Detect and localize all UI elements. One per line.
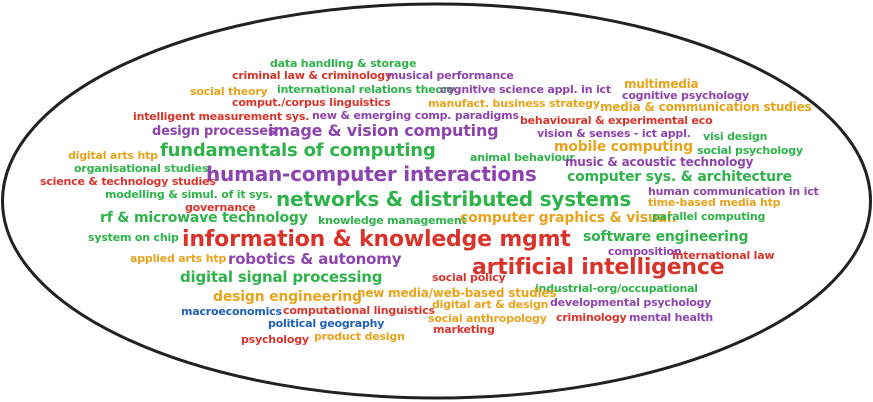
word-organisational-studies: organisational studies [74, 162, 209, 175]
word-rf-microwave-technology: rf & microwave technology [100, 210, 308, 226]
word-human-computer-interactions: human-computer interactions [206, 162, 537, 186]
word-modelling-simul-of-it-sys: modelling & simul. of it sys. [105, 188, 273, 201]
word-music-acoustic-technology: music & acoustic technology [565, 155, 754, 169]
word-artificial-intelligence: artificial intelligence [472, 255, 725, 280]
word-animal-behaviour: animal behaviour [470, 151, 575, 164]
word-mobile-computing: mobile computing [554, 139, 693, 155]
word-image-vision-computing: image & vision computing [268, 121, 499, 140]
word-parallel-computing: parallel computing [652, 210, 766, 223]
word-media-communication-studies: media & communication studies [600, 100, 812, 114]
word-computational-linguistics: computational linguistics [283, 304, 435, 317]
word-mental-health: mental health [629, 311, 714, 324]
word-software-engineering: software engineering [583, 229, 749, 245]
word-robotics-autonomy: robotics & autonomy [228, 250, 402, 268]
word-social-policy: social policy [432, 271, 506, 284]
word-design-engineering: design engineering [213, 289, 362, 305]
word-developmental-psychology: developmental psychology [550, 296, 712, 309]
word-new-media-web-based-studies: new media/web-based studies [357, 286, 557, 300]
word-digital-arts-htp: digital arts htp [68, 149, 158, 162]
word-criminal-law-criminology: criminal law & criminology [232, 69, 392, 82]
word-information-knowledge-mgmt: information & knowledge mgmt [182, 227, 571, 252]
word-visi-design: visi design [703, 130, 768, 143]
word-social-anthropology: social anthropology [428, 312, 547, 325]
word-musical-performance: musical performance [387, 69, 514, 82]
word-comput-corpus-linguistics: comput./corpus linguistics [232, 96, 391, 109]
word-time-based-media-htp: time-based media htp [648, 196, 781, 209]
word-product-design: product design [314, 330, 405, 343]
word-knowledge-management: knowledge management [318, 214, 467, 227]
word-international-relations-theory: international relations theory [277, 83, 456, 96]
word-science-technology-studies: science & technology studies [40, 175, 216, 188]
word-social-theory: social theory [190, 85, 268, 98]
word-international-law: international law [672, 249, 775, 262]
word-human-communication-in-ict: human communication in ict [648, 185, 819, 198]
word-cognitive-science-appl-in-ict: cognitive science appl. in ict [440, 83, 611, 96]
word-political-geography: political geography [268, 317, 385, 330]
word-intelligent-measurement-sys: intelligent measurement sys. [133, 110, 310, 123]
word-system-on-chip: system on chip [88, 231, 179, 244]
word-psychology: psychology [241, 333, 309, 346]
word-social-psychology: social psychology [697, 144, 803, 157]
word-digital-signal-processing: digital signal processing [180, 268, 383, 286]
word-manufact-business-strategy: manufact. business strategy [428, 97, 600, 110]
word-multimedia: multimedia [624, 77, 699, 91]
word-cognitive-psychology: cognitive psychology [622, 89, 749, 102]
word-applied-arts-htp: applied arts htp [130, 252, 227, 265]
word-data-handling-storage: data handling & storage [270, 57, 417, 70]
word-new-emerging-comp-paradigms: new & emerging comp. paradigms [312, 109, 519, 122]
word-design-processes: design processes [152, 124, 276, 139]
word-computer-sys-architecture: computer sys. & architecture [567, 169, 792, 185]
word-computer-graphics-visual: computer graphics & visual. [460, 210, 677, 226]
word-behavioural-experimental-eco: behavioural & experimental eco [520, 114, 713, 127]
word-networks-distributed-systems: networks & distributed systems [276, 187, 632, 211]
word-vision-senses-ict-appl: vision & senses - ict appl. [537, 127, 691, 140]
word-marketing: marketing [433, 323, 495, 336]
word-governance: governance [185, 201, 256, 214]
word-composition: composition [608, 245, 682, 258]
word-digital-art-design: digital art & design [432, 298, 549, 311]
word-criminology: criminology [556, 311, 627, 324]
word-industrial-org-occupational: industrial-org/occupational [535, 282, 698, 295]
word-fundamentals-of-computing: fundamentals of computing [160, 140, 436, 161]
word-macroeconomics: macroeconomics [181, 305, 282, 318]
